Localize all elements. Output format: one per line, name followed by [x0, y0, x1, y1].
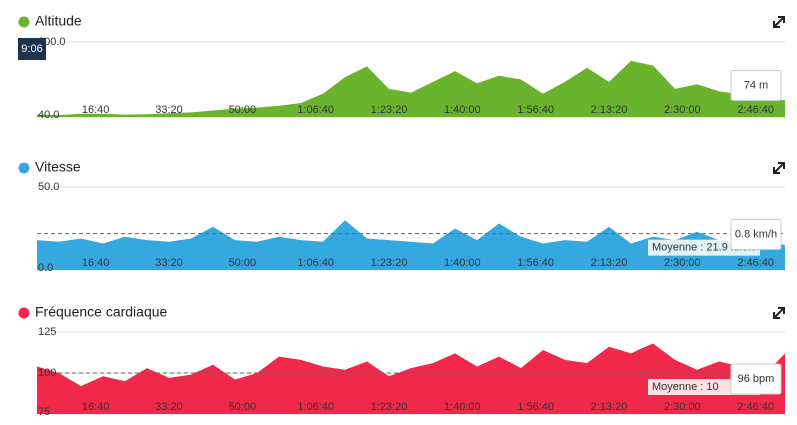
x-tick-label: 33:20 — [155, 401, 183, 413]
x-tick-label: 2:46:40 — [737, 104, 774, 116]
y-tick-label: 50.0 — [38, 181, 59, 193]
x-tick-label: 50:00 — [229, 257, 257, 269]
x-tick-label: 2:13:20 — [591, 104, 628, 116]
x-tick-label: 1:23:20 — [371, 104, 408, 116]
cursor-box — [18, 38, 46, 60]
x-tick-label: 2:13:20 — [591, 257, 628, 269]
y-tick-label: 125 — [38, 326, 56, 338]
chart-title: Fréquence cardiaque — [35, 304, 168, 320]
x-tick-label: 1:23:20 — [371, 257, 408, 269]
x-tick-label: 16:40 — [82, 257, 110, 269]
tooltip-box — [730, 219, 782, 250]
x-tick-label: 2:30:00 — [664, 104, 701, 116]
x-tick-label: 50:00 — [229, 104, 257, 116]
area — [37, 343, 785, 414]
cursor-label: 9:06 — [21, 43, 42, 55]
x-tick-label: 1:56:40 — [517, 401, 554, 413]
x-tick-label: 2:30:00 — [664, 401, 701, 413]
x-tick-label: 1:56:40 — [517, 257, 554, 269]
tooltip-text: 74 m — [744, 79, 768, 91]
x-tick-label: 1:56:40 — [517, 104, 554, 116]
chart-title: Altitude — [35, 13, 82, 29]
tooltip-box — [730, 363, 782, 395]
legend-dot — [18, 16, 30, 28]
x-tick-label: 1:23:20 — [371, 401, 408, 413]
tooltip-box — [730, 70, 782, 101]
x-tick-label: 1:06:40 — [297, 104, 334, 116]
x-tick-label: 33:20 — [155, 257, 183, 269]
x-tick-label: 2:30:00 — [664, 257, 701, 269]
average-label: Moyenne : 10 — [652, 381, 719, 393]
chart-title: Vitesse — [35, 159, 81, 175]
x-tick-label: 2:46:40 — [737, 401, 774, 413]
x-tick-label: 1:40:00 — [444, 104, 481, 116]
x-tick-label: 1:06:40 — [297, 401, 334, 413]
tooltip-text: 0.8 km/h — [735, 228, 777, 240]
x-tick-label: 16:40 — [82, 401, 110, 413]
y-tick-label: 75 — [38, 406, 50, 418]
tooltip-text: 96 bpm — [738, 373, 775, 385]
average-label: Moyenne : 21.9 km/h — [652, 242, 755, 254]
legend-dot — [18, 162, 30, 174]
x-tick-label: 33:20 — [155, 104, 183, 116]
expand-icon[interactable] — [773, 16, 785, 28]
y-tick-label: 0.0 — [38, 262, 53, 274]
y-tick-label: 100 — [38, 367, 56, 379]
area — [37, 220, 785, 270]
expand-icon[interactable] — [773, 162, 785, 174]
x-tick-label: 2:46:40 — [737, 257, 774, 269]
expand-icon[interactable] — [773, 307, 785, 319]
x-tick-label: 1:06:40 — [297, 257, 334, 269]
x-tick-label: 16:40 — [82, 104, 110, 116]
x-tick-label: 1:40:00 — [444, 401, 481, 413]
x-tick-label: 2:13:20 — [591, 401, 628, 413]
legend-dot — [18, 307, 30, 319]
y-tick-label: 40.0 — [38, 109, 59, 121]
x-tick-label: 50:00 — [229, 401, 257, 413]
area — [37, 60, 785, 117]
x-tick-label: 1:40:00 — [444, 257, 481, 269]
